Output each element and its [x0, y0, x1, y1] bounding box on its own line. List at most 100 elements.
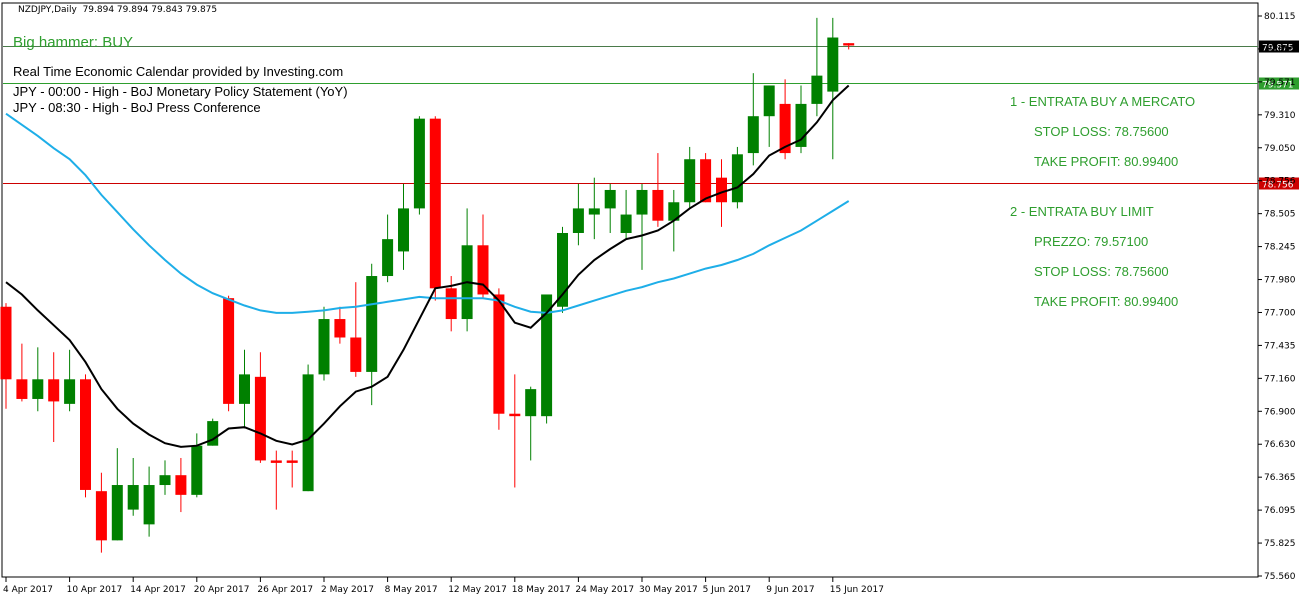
- candle-body: [843, 43, 855, 46]
- candle: [16, 343, 28, 402]
- candle-body: [80, 379, 91, 490]
- price-tick-label: 79.855: [1264, 45, 1296, 55]
- candle-body: [413, 118, 425, 209]
- price-tick-label: 76.095: [1264, 506, 1296, 516]
- candle-body: [318, 319, 330, 375]
- candle-body: [302, 374, 314, 492]
- candle: [557, 226, 568, 313]
- time-tick-label: 12 May 2017: [448, 585, 507, 595]
- candle-body: [700, 159, 712, 203]
- limit-stop-loss: STOP LOSS: 78.75600: [1034, 264, 1169, 279]
- candle: [318, 306, 330, 381]
- price-tick-label: 77.700: [1264, 308, 1296, 318]
- candle: [843, 43, 855, 50]
- candle-body: [509, 413, 521, 417]
- candle-body: [143, 485, 155, 525]
- time-tick-label: 30 May 2017: [639, 585, 698, 595]
- price-tick-label: 77.980: [1264, 276, 1296, 286]
- price-tick-label: 76.630: [1264, 440, 1296, 450]
- candle-body: [254, 376, 266, 461]
- candle: [525, 386, 537, 461]
- time-tick-label: 24 May 2017: [575, 585, 634, 595]
- level-price-label: 78.756: [1262, 181, 1294, 191]
- price-axis[interactable]: 79.87579.57178.75680.11579.85579.57179.3…: [1258, 12, 1299, 582]
- candle-body: [747, 116, 759, 154]
- candle-body: [445, 288, 457, 320]
- candle: [509, 374, 521, 488]
- candle-body: [604, 189, 616, 209]
- candle-body: [0, 306, 12, 380]
- candle-body: [668, 202, 680, 221]
- price-tick-label: 77.435: [1264, 341, 1296, 351]
- candle-body: [763, 85, 775, 117]
- candle-body: [95, 491, 107, 541]
- ohlc-values: 79.894 79.894 79.843 79.875: [82, 5, 218, 15]
- candle: [588, 177, 600, 240]
- time-tick-label: 15 Jun 2017: [830, 585, 884, 595]
- price-tick-label: 75.560: [1264, 572, 1296, 582]
- candle: [827, 17, 839, 160]
- candle-body: [366, 276, 378, 372]
- price-tick-label: 77.160: [1264, 374, 1296, 384]
- candle-body: [652, 189, 664, 221]
- market-take-profit: TAKE PROFIT: 80.99400: [1034, 154, 1179, 169]
- calendar-title: Real Time Economic Calendar provided by …: [13, 64, 344, 79]
- candle-body: [127, 485, 139, 510]
- candle: [159, 460, 171, 495]
- candle: [0, 303, 12, 409]
- candle-body: [223, 298, 235, 404]
- candle-body: [684, 159, 696, 203]
- candle-body: [731, 154, 743, 203]
- price-tick-label: 76.365: [1264, 473, 1296, 483]
- symbol-label: NZDJPY,Daily: [18, 5, 77, 15]
- level-price-box: [1259, 177, 1299, 190]
- candle: [286, 450, 298, 488]
- candle: [795, 85, 807, 154]
- candle: [334, 306, 346, 344]
- candle-body: [779, 103, 791, 154]
- time-axis[interactable]: 4 Apr 2017 10 Apr 2017 14 Apr 2017 20 Apr 2…: [3, 577, 884, 595]
- candle-body: [334, 319, 346, 338]
- price-tick-label: 79.571: [1264, 78, 1296, 88]
- limit-price: PREZZO: 79.57100: [1034, 234, 1149, 249]
- candle: [175, 457, 187, 513]
- candle: [811, 17, 823, 117]
- candle: [223, 295, 235, 412]
- candle: [80, 374, 91, 498]
- candle-body: [382, 239, 394, 277]
- time-tick-label: 9 Jun 2017: [766, 585, 814, 595]
- candle: [32, 347, 44, 412]
- time-tick-label: 14 Apr 2017: [130, 585, 186, 595]
- candle-body: [175, 475, 187, 495]
- candle-body: [48, 379, 60, 402]
- candle-body: [32, 379, 44, 399]
- price-tick-label: 79.310: [1264, 111, 1296, 121]
- candle-body: [827, 37, 839, 92]
- candle-body: [207, 421, 219, 446]
- market-entry-title: 1 - ENTRATA BUY A MERCATO: [1010, 94, 1196, 109]
- price-tick-label: 75.825: [1264, 539, 1296, 549]
- price-tick-label: 78.505: [1264, 210, 1296, 220]
- time-tick-label: 2 May 2017: [321, 585, 374, 595]
- level-price-label: 79.571: [1262, 81, 1294, 91]
- candle-body: [493, 294, 505, 414]
- calendar-event: JPY - 00:00 - High - BoJ Monetary Policy…: [13, 84, 348, 99]
- time-tick-label: 18 May 2017: [512, 585, 571, 595]
- candle: [493, 288, 505, 430]
- candle: [429, 116, 441, 301]
- candle-body: [191, 445, 203, 495]
- candle-body: [286, 460, 298, 463]
- candle: [382, 214, 394, 283]
- candle: [572, 183, 584, 246]
- candle-body: [159, 475, 171, 486]
- time-tick-label: 5 Jun 2017: [703, 585, 751, 595]
- price-tick-label: 80.115: [1264, 12, 1296, 22]
- candle: [604, 183, 616, 233]
- candles: [0, 17, 855, 553]
- candle: [747, 73, 759, 166]
- candle: [541, 294, 553, 424]
- signal-label: Big hammer: BUY: [13, 34, 134, 51]
- ema-fast-line: [5, 84, 850, 448]
- candle: [302, 364, 314, 492]
